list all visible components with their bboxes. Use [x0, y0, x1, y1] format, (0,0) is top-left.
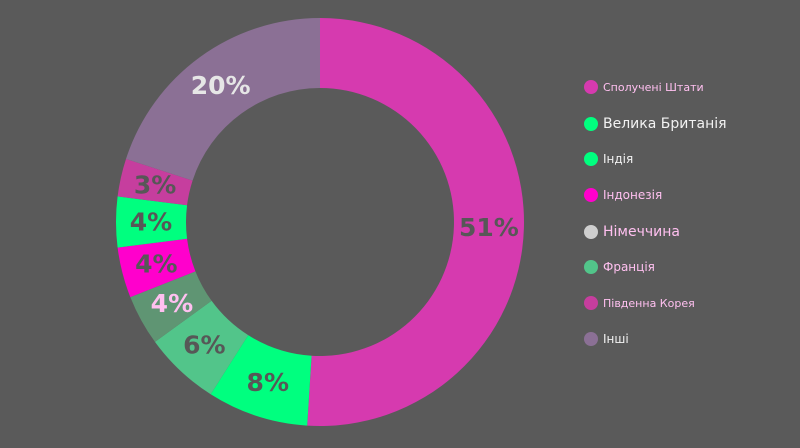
legend-swatch [584, 188, 598, 202]
donut-slice-5 [117, 238, 196, 298]
donut-slice-3 [154, 300, 249, 395]
legend-item: Сполучені Штати [584, 80, 704, 94]
slice-value-label-2: 8% [247, 368, 289, 397]
legend-item: Німеччина [584, 224, 680, 240]
donut-slice-1 [307, 18, 525, 426]
legend-label: Велика Британія [603, 116, 727, 132]
donut-slice-4 [130, 271, 212, 342]
legend-label: Франція [603, 260, 655, 274]
slice-value-label-4: 4% [151, 289, 193, 318]
slice-value-label-8: 20% [191, 71, 251, 100]
slice-value-label-7: 3% [134, 171, 176, 200]
legend-label: Сполучені Штати [603, 80, 704, 94]
legend-swatch [584, 152, 598, 166]
legend-item: Франція [584, 260, 655, 274]
legend-label: Німеччина [603, 224, 680, 240]
legend-swatch [584, 225, 598, 239]
legend-item: Велика Британія [584, 116, 727, 132]
legend-item: Інші [584, 332, 629, 346]
slice-value-label-3: 6% [183, 331, 225, 360]
donut-slice-7 [117, 158, 193, 206]
legend-item: Індонезія [584, 188, 662, 202]
legend-swatch [584, 117, 598, 131]
legend-label: Південна Корея [603, 296, 695, 310]
legend-swatch [584, 80, 598, 94]
donut-slice-2 [210, 335, 312, 426]
legend-label: Інші [603, 332, 629, 346]
legend-swatch [584, 260, 598, 274]
donut-slice-6 [116, 196, 188, 248]
donut-slice-8 [125, 18, 321, 181]
legend-item: Індія [584, 152, 633, 166]
legend-item: Південна Корея [584, 296, 695, 310]
legend-swatch [584, 332, 598, 346]
slice-value-label-5: 4% [135, 250, 177, 279]
legend-label: Індонезія [603, 188, 663, 202]
slice-value-label-6: 4% [130, 208, 172, 237]
slice-value-label-1: 51% [459, 213, 519, 242]
legend-label: Індія [603, 152, 634, 166]
legend-swatch [584, 296, 598, 310]
